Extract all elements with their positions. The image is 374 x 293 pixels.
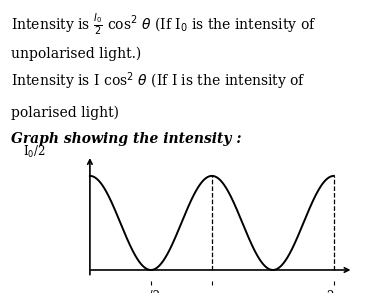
Text: polarised light): polarised light) xyxy=(11,105,119,120)
Text: unpolarised light.): unpolarised light.) xyxy=(11,47,141,61)
Text: I$_0$/2: I$_0$/2 xyxy=(23,144,46,160)
Text: Graph showing the intensity :: Graph showing the intensity : xyxy=(11,132,242,146)
Text: Intensity is $\frac{I_0}{2}$ cos$^2$ $\theta$ (If I$_0$ is the intensity of: Intensity is $\frac{I_0}{2}$ cos$^2$ $\t… xyxy=(11,12,316,38)
Text: Intensity is I cos$^2$ $\theta$ (If I is the intensity of: Intensity is I cos$^2$ $\theta$ (If I is… xyxy=(11,70,306,92)
